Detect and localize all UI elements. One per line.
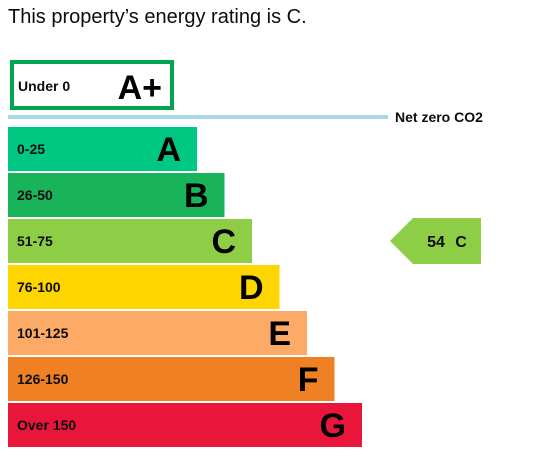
- band-f: 126-150 F: [8, 357, 335, 401]
- band-range-label: 76-100: [17, 279, 61, 295]
- current-rating-score: 54: [427, 234, 445, 251]
- net-zero-label: Net zero CO2: [395, 109, 483, 125]
- band-c: 51-75 C: [8, 219, 252, 263]
- band-range-label: 26-50: [17, 187, 53, 203]
- band-d: 76-100 D: [8, 265, 280, 309]
- band-range-label: 0-25: [17, 141, 45, 157]
- current-rating-arrow: [390, 218, 481, 264]
- net-zero-marker: Net zero CO2: [8, 109, 483, 125]
- band-g: Over 150 G: [8, 403, 362, 447]
- band-a: 0-25 A: [8, 127, 197, 171]
- band-letter: F: [298, 361, 319, 399]
- band-bar: [8, 403, 362, 447]
- top-band: Under 0 A+: [10, 60, 174, 110]
- band-bar: [8, 357, 335, 401]
- current-rating-letter: C: [455, 234, 467, 251]
- band-letter: C: [211, 223, 236, 261]
- top-band-letter: A+: [118, 69, 162, 107]
- top-band-box: [10, 60, 174, 110]
- current-rating-indicator: 54 C: [390, 218, 481, 264]
- top-band-range-label: Under 0: [18, 78, 70, 94]
- band-range-label: 51-75: [17, 233, 53, 249]
- band-e: 101-125 E: [8, 311, 307, 355]
- band-range-label: 101-125: [17, 325, 69, 341]
- band-bar: [8, 173, 225, 217]
- band-letter: B: [184, 177, 209, 215]
- band-bar: [8, 311, 307, 355]
- net-zero-line: [8, 115, 388, 119]
- band-range-label: Over 150: [17, 417, 76, 433]
- band-bar: [8, 265, 280, 309]
- page-title: This property’s energy rating is C.: [8, 6, 307, 28]
- band-letter: D: [239, 269, 264, 307]
- band-b: 26-50 B: [8, 173, 225, 217]
- band-letter: G: [320, 407, 346, 445]
- band-letter: E: [268, 315, 291, 353]
- band-range-label: 126-150: [17, 371, 69, 387]
- band-bar: [8, 127, 197, 171]
- band-letter: A: [156, 131, 181, 169]
- rating-bands: 0-25 A 26-50 B 51-75 C 76-100 D 101-125 E 126-150 F…: [8, 127, 362, 447]
- band-bar: [8, 219, 252, 263]
